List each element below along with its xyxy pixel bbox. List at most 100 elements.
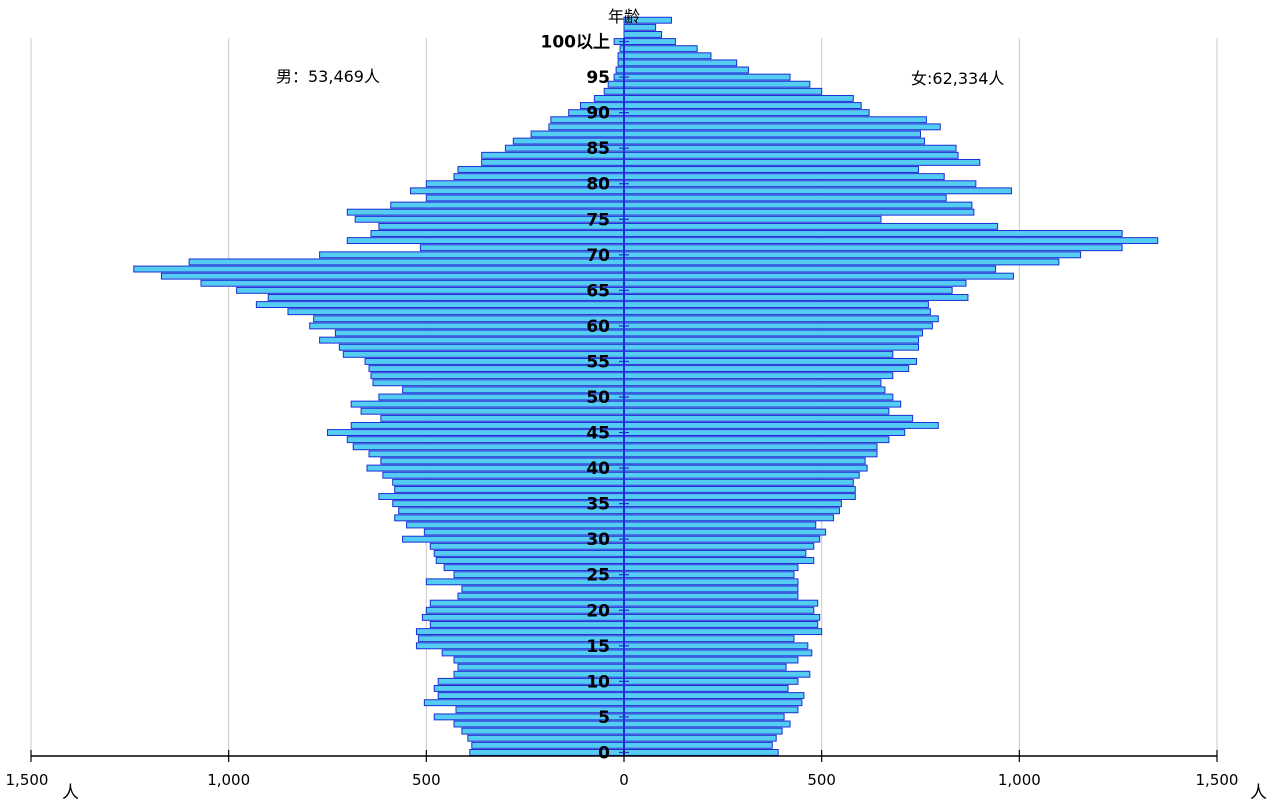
bar-female-age-90 <box>623 109 870 117</box>
bar-female-age-21 <box>623 599 819 607</box>
bar-female-age-53 <box>623 372 894 380</box>
bar-female-age-46 <box>623 421 939 429</box>
bar-female-age-5 <box>623 713 785 721</box>
bar-female-age-19 <box>623 613 821 621</box>
bar-female-age-71 <box>623 244 1123 252</box>
bar-male-age-5 <box>433 713 625 721</box>
bar-male-age-59 <box>334 329 625 337</box>
bar-female-age-1 <box>623 741 773 749</box>
age-label-75: 75 <box>586 210 610 230</box>
bar-female-age-13 <box>623 656 799 664</box>
bar-female-age-95 <box>623 73 791 81</box>
bar-female-age-36 <box>623 493 856 500</box>
age-label-70: 70 <box>586 246 610 266</box>
bar-female-age-62 <box>623 308 931 316</box>
bar-female-age-79 <box>623 187 1012 195</box>
male-bars <box>133 38 625 756</box>
bar-male-age-88 <box>548 123 625 131</box>
x-tick-label-2: 500 <box>412 771 441 789</box>
age-label-45: 45 <box>586 424 610 444</box>
age-label-25: 25 <box>586 566 610 586</box>
bar-female-age-89 <box>623 116 927 124</box>
bar-female-age-59 <box>623 329 923 337</box>
bar-female-age-61 <box>623 315 939 323</box>
bar-female-age-76 <box>623 208 975 216</box>
age-label-10: 10 <box>586 672 610 692</box>
bar-male-age-44 <box>346 436 625 444</box>
bar-female-age-88 <box>623 123 941 131</box>
bar-female-age-32 <box>623 521 817 529</box>
bar-female-age-43 <box>623 443 878 451</box>
bar-male-age-83 <box>481 158 625 166</box>
x-tick-label-6: 1,500 <box>1196 771 1239 789</box>
bar-female-age-50 <box>623 393 894 401</box>
bar-male-age-3 <box>461 727 625 735</box>
bar-female-age-49 <box>623 400 902 408</box>
bar-female-age-33 <box>623 514 835 522</box>
bar-male-age-8 <box>437 692 625 700</box>
bar-female-age-81 <box>623 173 945 181</box>
bar-female-age-85 <box>623 144 957 152</box>
bar-female-age-2 <box>623 734 777 742</box>
bar-female-age-45 <box>623 429 906 436</box>
bar-female-age-12 <box>623 663 787 671</box>
bar-male-age-92 <box>593 94 625 102</box>
x-tick-labels: 1,500 1,000 500 0 500 1,000 1,500 <box>6 771 1239 789</box>
bar-female-age-63 <box>623 301 929 309</box>
legend-female: 女:62,334人 <box>911 69 1004 88</box>
age-label-90: 90 <box>586 104 610 124</box>
legend-male: 男：53,469人 <box>276 67 380 86</box>
bar-female-age-84 <box>623 151 959 159</box>
bar-female-age-82 <box>623 166 920 173</box>
bar-female-age-9 <box>623 685 789 692</box>
bar-male-age-93 <box>603 87 625 95</box>
age-label-95: 95 <box>586 68 610 88</box>
x-tick-label-3: 0 <box>619 771 629 789</box>
bar-male-age-68 <box>133 265 625 273</box>
bar-female-age-93 <box>623 87 823 95</box>
age-label-60: 60 <box>586 317 610 337</box>
bar-female-age-3 <box>623 727 783 735</box>
bar-female-age-69 <box>623 258 1060 266</box>
bar-female-age-29 <box>623 542 815 550</box>
bar-male-age-27 <box>435 557 625 564</box>
bar-male-age-64 <box>267 294 625 301</box>
bar-female-age-17 <box>623 628 823 636</box>
bar-female-age-0 <box>623 748 779 756</box>
x-tick-label-4: 500 <box>807 771 836 789</box>
bar-male-age-87 <box>530 130 625 138</box>
female-bars <box>623 16 1159 756</box>
bar-male-age-60 <box>309 322 625 330</box>
x-tick-label-5: 1,000 <box>998 771 1041 789</box>
bar-male-age-62 <box>287 308 625 316</box>
bar-male-age-56 <box>342 350 625 358</box>
bar-female-age-18 <box>623 621 819 628</box>
bar-female-age-86 <box>623 137 925 145</box>
bar-male-age-96 <box>615 66 625 74</box>
bar-male-age-70 <box>319 251 625 259</box>
x-tick-label-1: 1,000 <box>207 771 250 789</box>
bar-male-age-57 <box>338 343 625 351</box>
bar-male-age-7 <box>423 699 625 707</box>
bar-female-age-64 <box>623 294 969 301</box>
bar-male-age-38 <box>392 478 625 486</box>
bar-female-age-58 <box>623 336 920 344</box>
bar-female-age-66 <box>623 279 967 287</box>
bar-male-age-42 <box>368 450 625 458</box>
bar-female-age-16 <box>623 635 795 643</box>
bar-male-age-45 <box>327 429 625 436</box>
bar-female-age-40 <box>623 464 868 472</box>
bar-female-age-75 <box>623 215 882 223</box>
bar-male-age-65 <box>236 286 625 294</box>
bar-female-age-10 <box>623 677 799 685</box>
bar-female-age-73 <box>623 230 1123 237</box>
bar-male-age-32 <box>406 521 625 529</box>
bar-female-age-55 <box>623 358 918 365</box>
bar-female-age-14 <box>623 649 813 657</box>
bar-female-age-78 <box>623 194 947 202</box>
bar-female-age-74 <box>623 222 999 230</box>
bar-female-age-91 <box>623 102 862 109</box>
bar-male-age-2 <box>467 734 625 742</box>
age-label-65: 65 <box>586 281 610 301</box>
